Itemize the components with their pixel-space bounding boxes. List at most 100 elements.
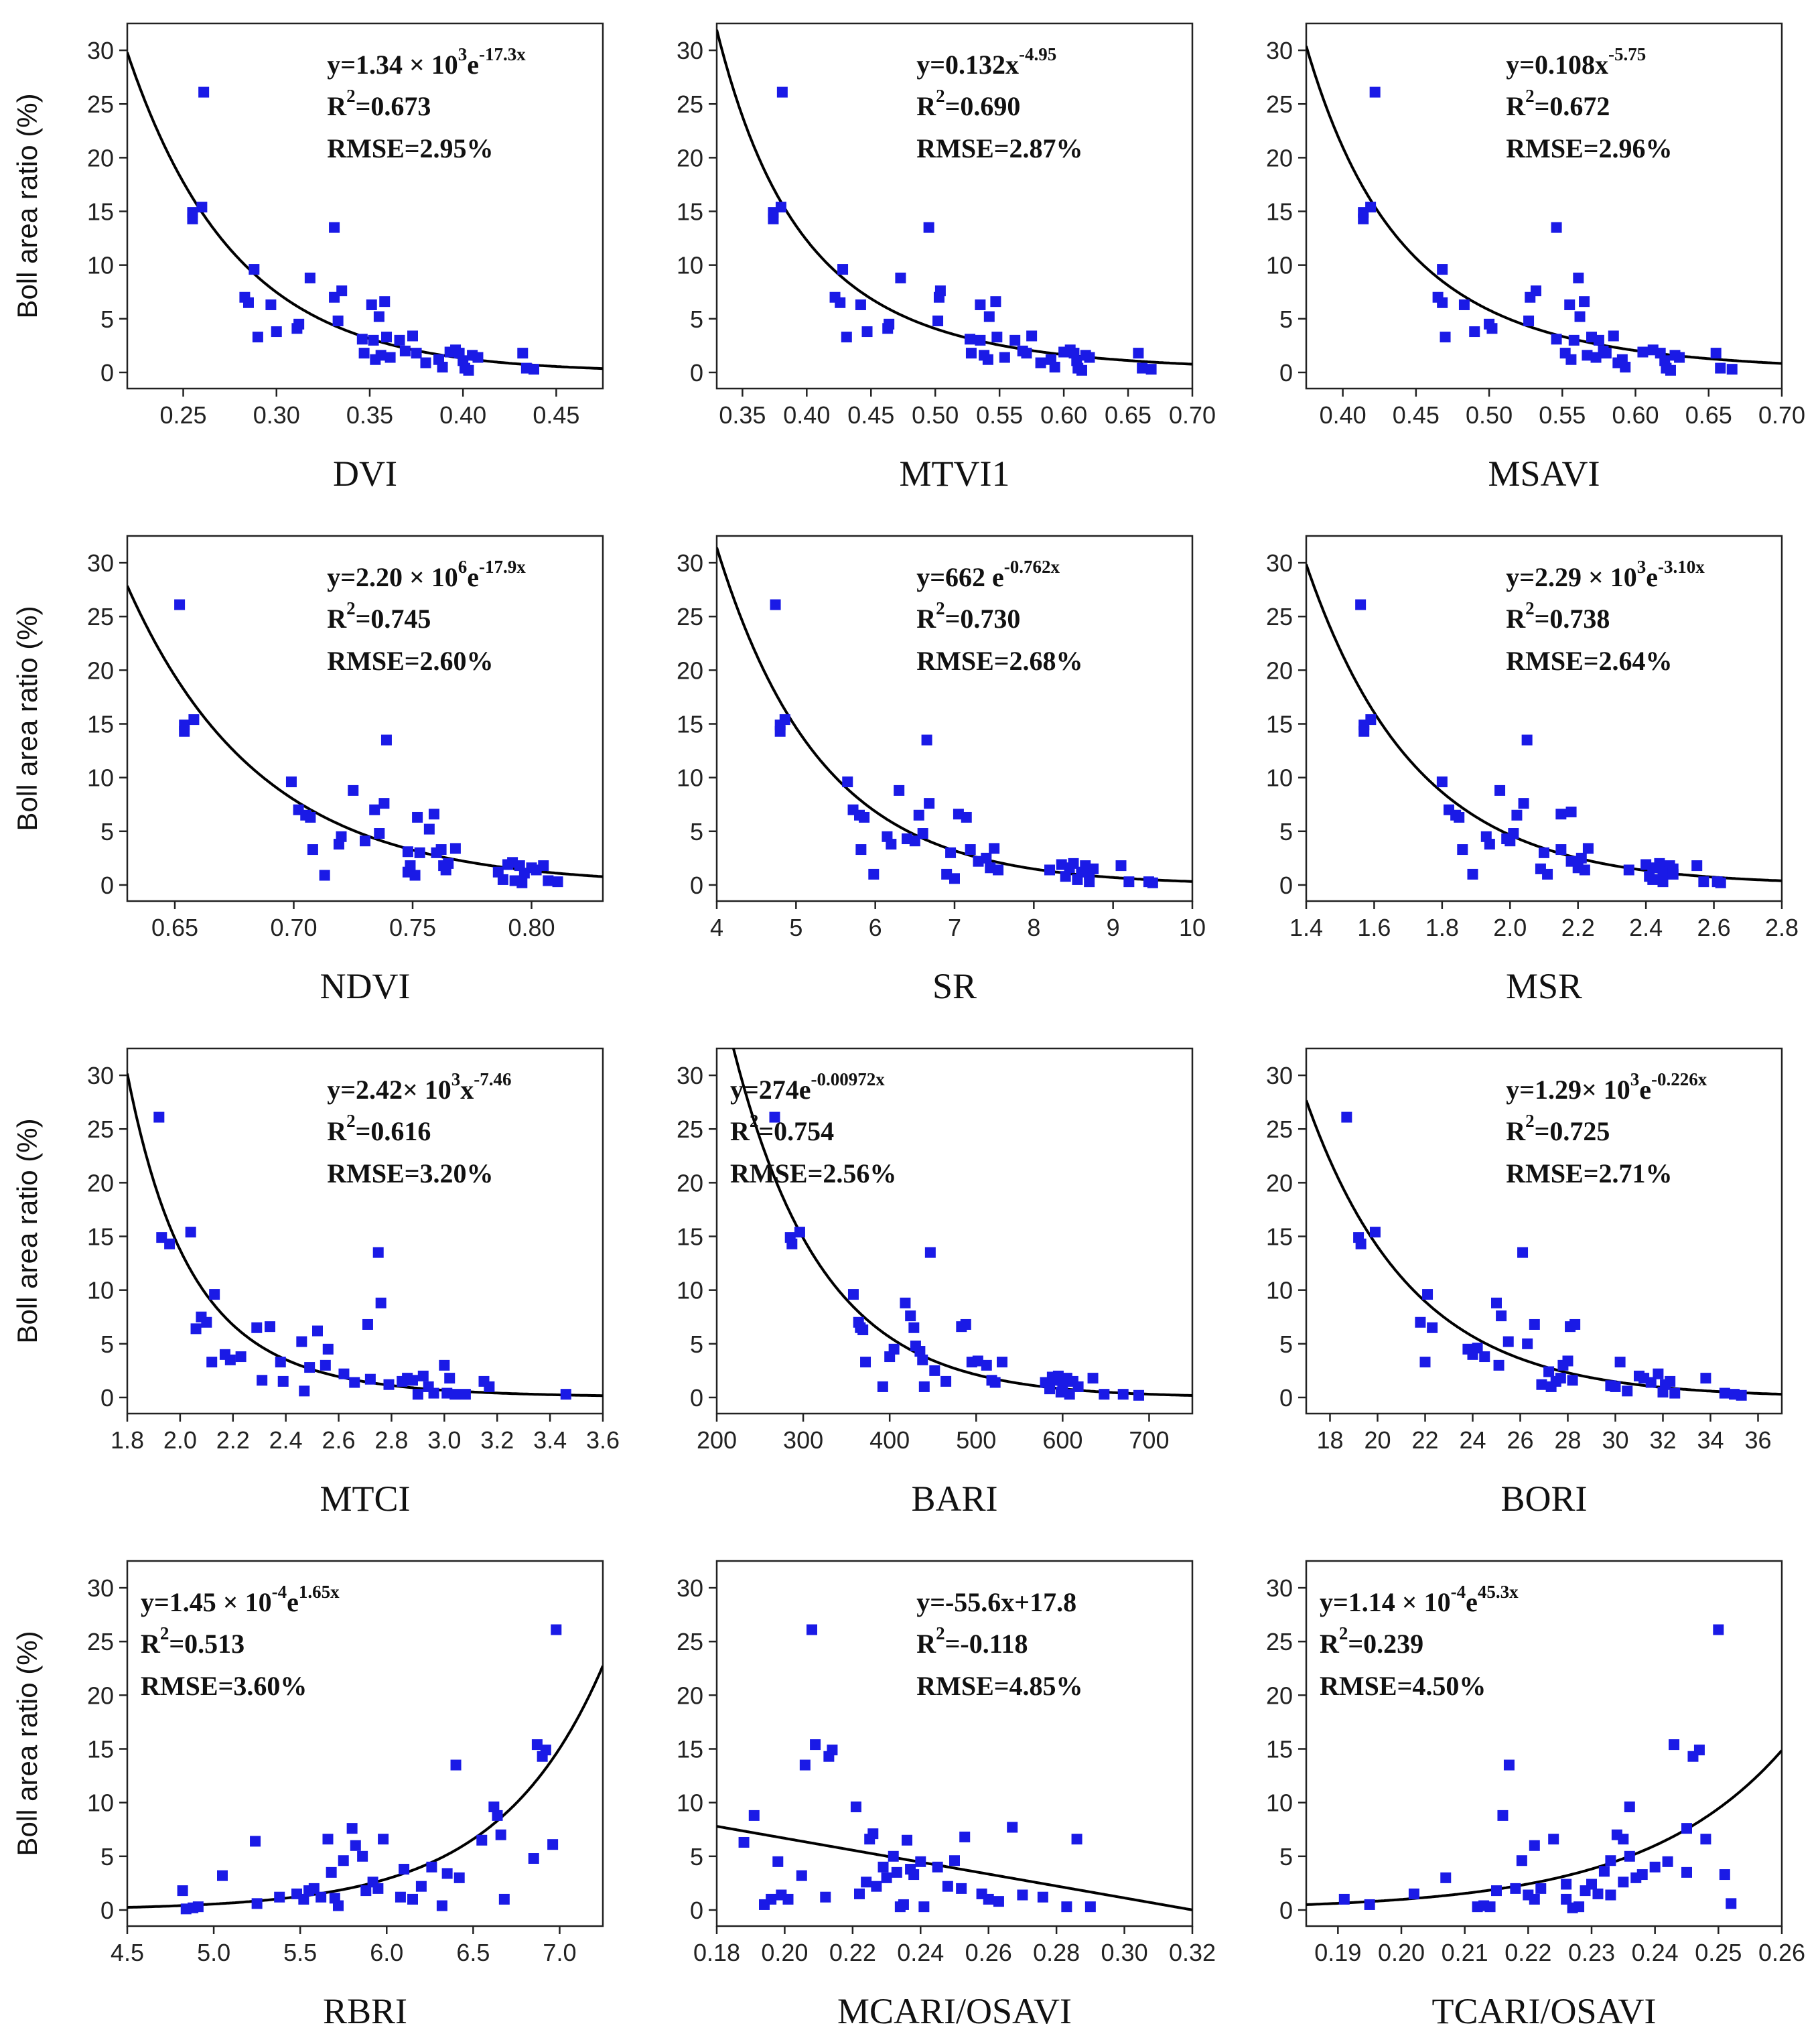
data-point xyxy=(431,847,442,858)
data-point xyxy=(917,1354,928,1365)
x-tick-label: 0.35 xyxy=(346,401,393,429)
fit-equation: y=1.34 × 103e-17.3x xyxy=(327,44,526,80)
data-point xyxy=(1622,1385,1633,1397)
chart_data.9.r2-part: R xyxy=(141,1629,161,1659)
data-point xyxy=(1726,1898,1737,1909)
y-tick-label: 15 xyxy=(87,198,114,226)
data-point xyxy=(1419,1357,1431,1368)
x-tick-label: 0.24 xyxy=(1632,1939,1679,1966)
data-point xyxy=(1564,299,1576,310)
x-tick-label: 6.0 xyxy=(370,1939,403,1966)
chart_data.1.r2-part: =0.690 xyxy=(945,91,1021,121)
data-point xyxy=(304,272,316,283)
data-point xyxy=(326,1866,337,1878)
chart_data.6.equation-part: y=2.42× 10 xyxy=(327,1075,451,1105)
data-point xyxy=(1598,1866,1610,1877)
data-point xyxy=(993,864,1004,876)
data-point xyxy=(979,350,990,361)
data-point xyxy=(1467,868,1478,880)
data-point xyxy=(476,1834,488,1846)
chart_data.3.equation-part: -17.9x xyxy=(479,557,526,577)
plot-frame xyxy=(126,535,604,902)
data-point xyxy=(414,847,425,858)
data-point xyxy=(1358,726,1370,737)
data-point xyxy=(1365,714,1377,726)
x-tick-label: 0.23 xyxy=(1568,1939,1615,1966)
data-point xyxy=(902,1834,912,1846)
chart_data.2.equation-part: y=0.108x xyxy=(1506,50,1608,80)
data-point xyxy=(1582,843,1594,854)
x-tick-label: 0.65 xyxy=(151,914,198,941)
rmse-value: RMSE=2.68% xyxy=(916,646,1082,676)
data-point xyxy=(956,1883,967,1894)
data-point xyxy=(1567,1375,1578,1386)
data-point xyxy=(1071,1834,1082,1845)
y-tick-label: 20 xyxy=(677,1169,703,1197)
y-tick-label: 30 xyxy=(677,1574,703,1602)
x-tick-label: 0.70 xyxy=(1758,401,1805,429)
data-point xyxy=(1469,326,1480,338)
subplot-tcari-osavi: 0.19 0.20 0.21 0.22 0.23 0.24 0.25 0.26 0 5 10 15 20… xyxy=(1266,1560,1805,2031)
data-point xyxy=(1009,334,1021,346)
data-point xyxy=(810,1739,821,1751)
rmse-value: RMSE=4.85% xyxy=(916,1671,1082,1701)
data-point xyxy=(1521,734,1533,746)
y-tick-label: 10 xyxy=(87,252,114,279)
x-tick-label: 26 xyxy=(1507,1426,1533,1454)
data-point xyxy=(428,809,439,820)
x-tick-label: 0.50 xyxy=(912,401,959,429)
chart_data.0.r2-part: R xyxy=(327,91,347,121)
x-axis-title: BARI xyxy=(911,1479,997,1519)
data-point xyxy=(441,1868,453,1879)
data-point xyxy=(235,1351,247,1363)
data-point xyxy=(1365,202,1377,213)
data-point xyxy=(252,332,263,343)
data-point xyxy=(436,1900,447,1911)
data-point xyxy=(375,1297,387,1308)
data-point xyxy=(201,1316,212,1328)
y-tick-label: 30 xyxy=(1266,1062,1293,1089)
data-point xyxy=(859,811,870,823)
x-tick-label: 300 xyxy=(783,1426,823,1454)
plot-frame xyxy=(715,1047,1194,1415)
data-point xyxy=(384,352,396,363)
chart_data.3.equation-part: e xyxy=(467,562,479,592)
subplot-ndvi: 0.65 0.70 0.75 0.80 0 5 10 15 20 25 30 NDVI Boll are… xyxy=(11,535,604,1006)
data-point xyxy=(772,1856,784,1867)
data-point xyxy=(857,1324,869,1335)
y-tick-label: 10 xyxy=(87,764,114,792)
data-point xyxy=(394,334,405,346)
data-point xyxy=(908,1869,920,1881)
x-tick-label: 0.65 xyxy=(1105,401,1151,429)
data-point xyxy=(407,1375,418,1386)
subplot-bori: 18 20 22 24 26 28 30 32 34 36051015202530BORIy=1.… xyxy=(1266,1047,1783,1519)
chart_data.1.equation-part: y=0.132x xyxy=(916,50,1019,80)
x-tick-label: 30 xyxy=(1602,1426,1628,1454)
data-point xyxy=(540,1745,551,1756)
data-point xyxy=(552,876,563,888)
chart_data.2.r2-part: =0.672 xyxy=(1535,91,1610,121)
data-point xyxy=(312,1325,323,1337)
rmse-value: RMSE=3.20% xyxy=(327,1158,493,1188)
chart_data.3.r2-part: 2 xyxy=(346,598,356,618)
chart_data.8.equation-part: e xyxy=(1639,1075,1651,1105)
data-point xyxy=(224,1354,236,1365)
x-tick-label: 0.20 xyxy=(1378,1939,1425,1966)
x-tick-label: 200 xyxy=(697,1426,737,1454)
chart_data.6.equation-part: 3 xyxy=(451,1069,461,1089)
x-tick-label: 0.50 xyxy=(1466,401,1513,429)
data-point xyxy=(1061,1901,1072,1913)
fit-curve xyxy=(717,1825,1192,1911)
y-tick-label: 10 xyxy=(677,764,703,792)
chart_data.8.equation-part: 3 xyxy=(1630,1069,1640,1089)
data-point xyxy=(1440,332,1451,343)
y-tick-label: 25 xyxy=(87,1628,114,1655)
data-point xyxy=(1068,858,1079,869)
chart_data.8.equation-part: y=1.29× 10 xyxy=(1506,1075,1630,1105)
data-point xyxy=(450,1759,462,1771)
fit-equation: y=2.42× 103x-7.46 xyxy=(327,1069,511,1105)
data-point xyxy=(774,726,786,737)
data-point xyxy=(1620,361,1631,372)
data-point xyxy=(1636,1869,1648,1881)
y-axis-title: Boll area ratio (%) xyxy=(11,606,43,831)
